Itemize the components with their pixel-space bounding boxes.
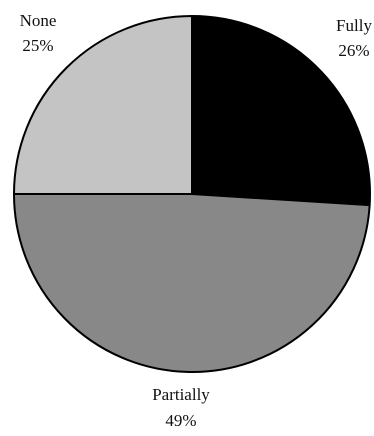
label-partially-percent: 49%	[165, 411, 196, 430]
label-none-percent: 25%	[22, 36, 53, 55]
label-fully-name: Fully	[336, 16, 372, 35]
label-partially-name: Partially	[152, 385, 210, 404]
pie-slice-partially	[13, 193, 371, 373]
label-fully-percent: 26%	[338, 41, 369, 60]
pie-slice-none	[13, 15, 193, 195]
pie-slice-fully	[191, 15, 371, 207]
pie-labels: Fully 26% Partially 49% None 25%	[20, 11, 373, 430]
pie-slices	[13, 15, 371, 373]
label-none-name: None	[20, 11, 57, 30]
